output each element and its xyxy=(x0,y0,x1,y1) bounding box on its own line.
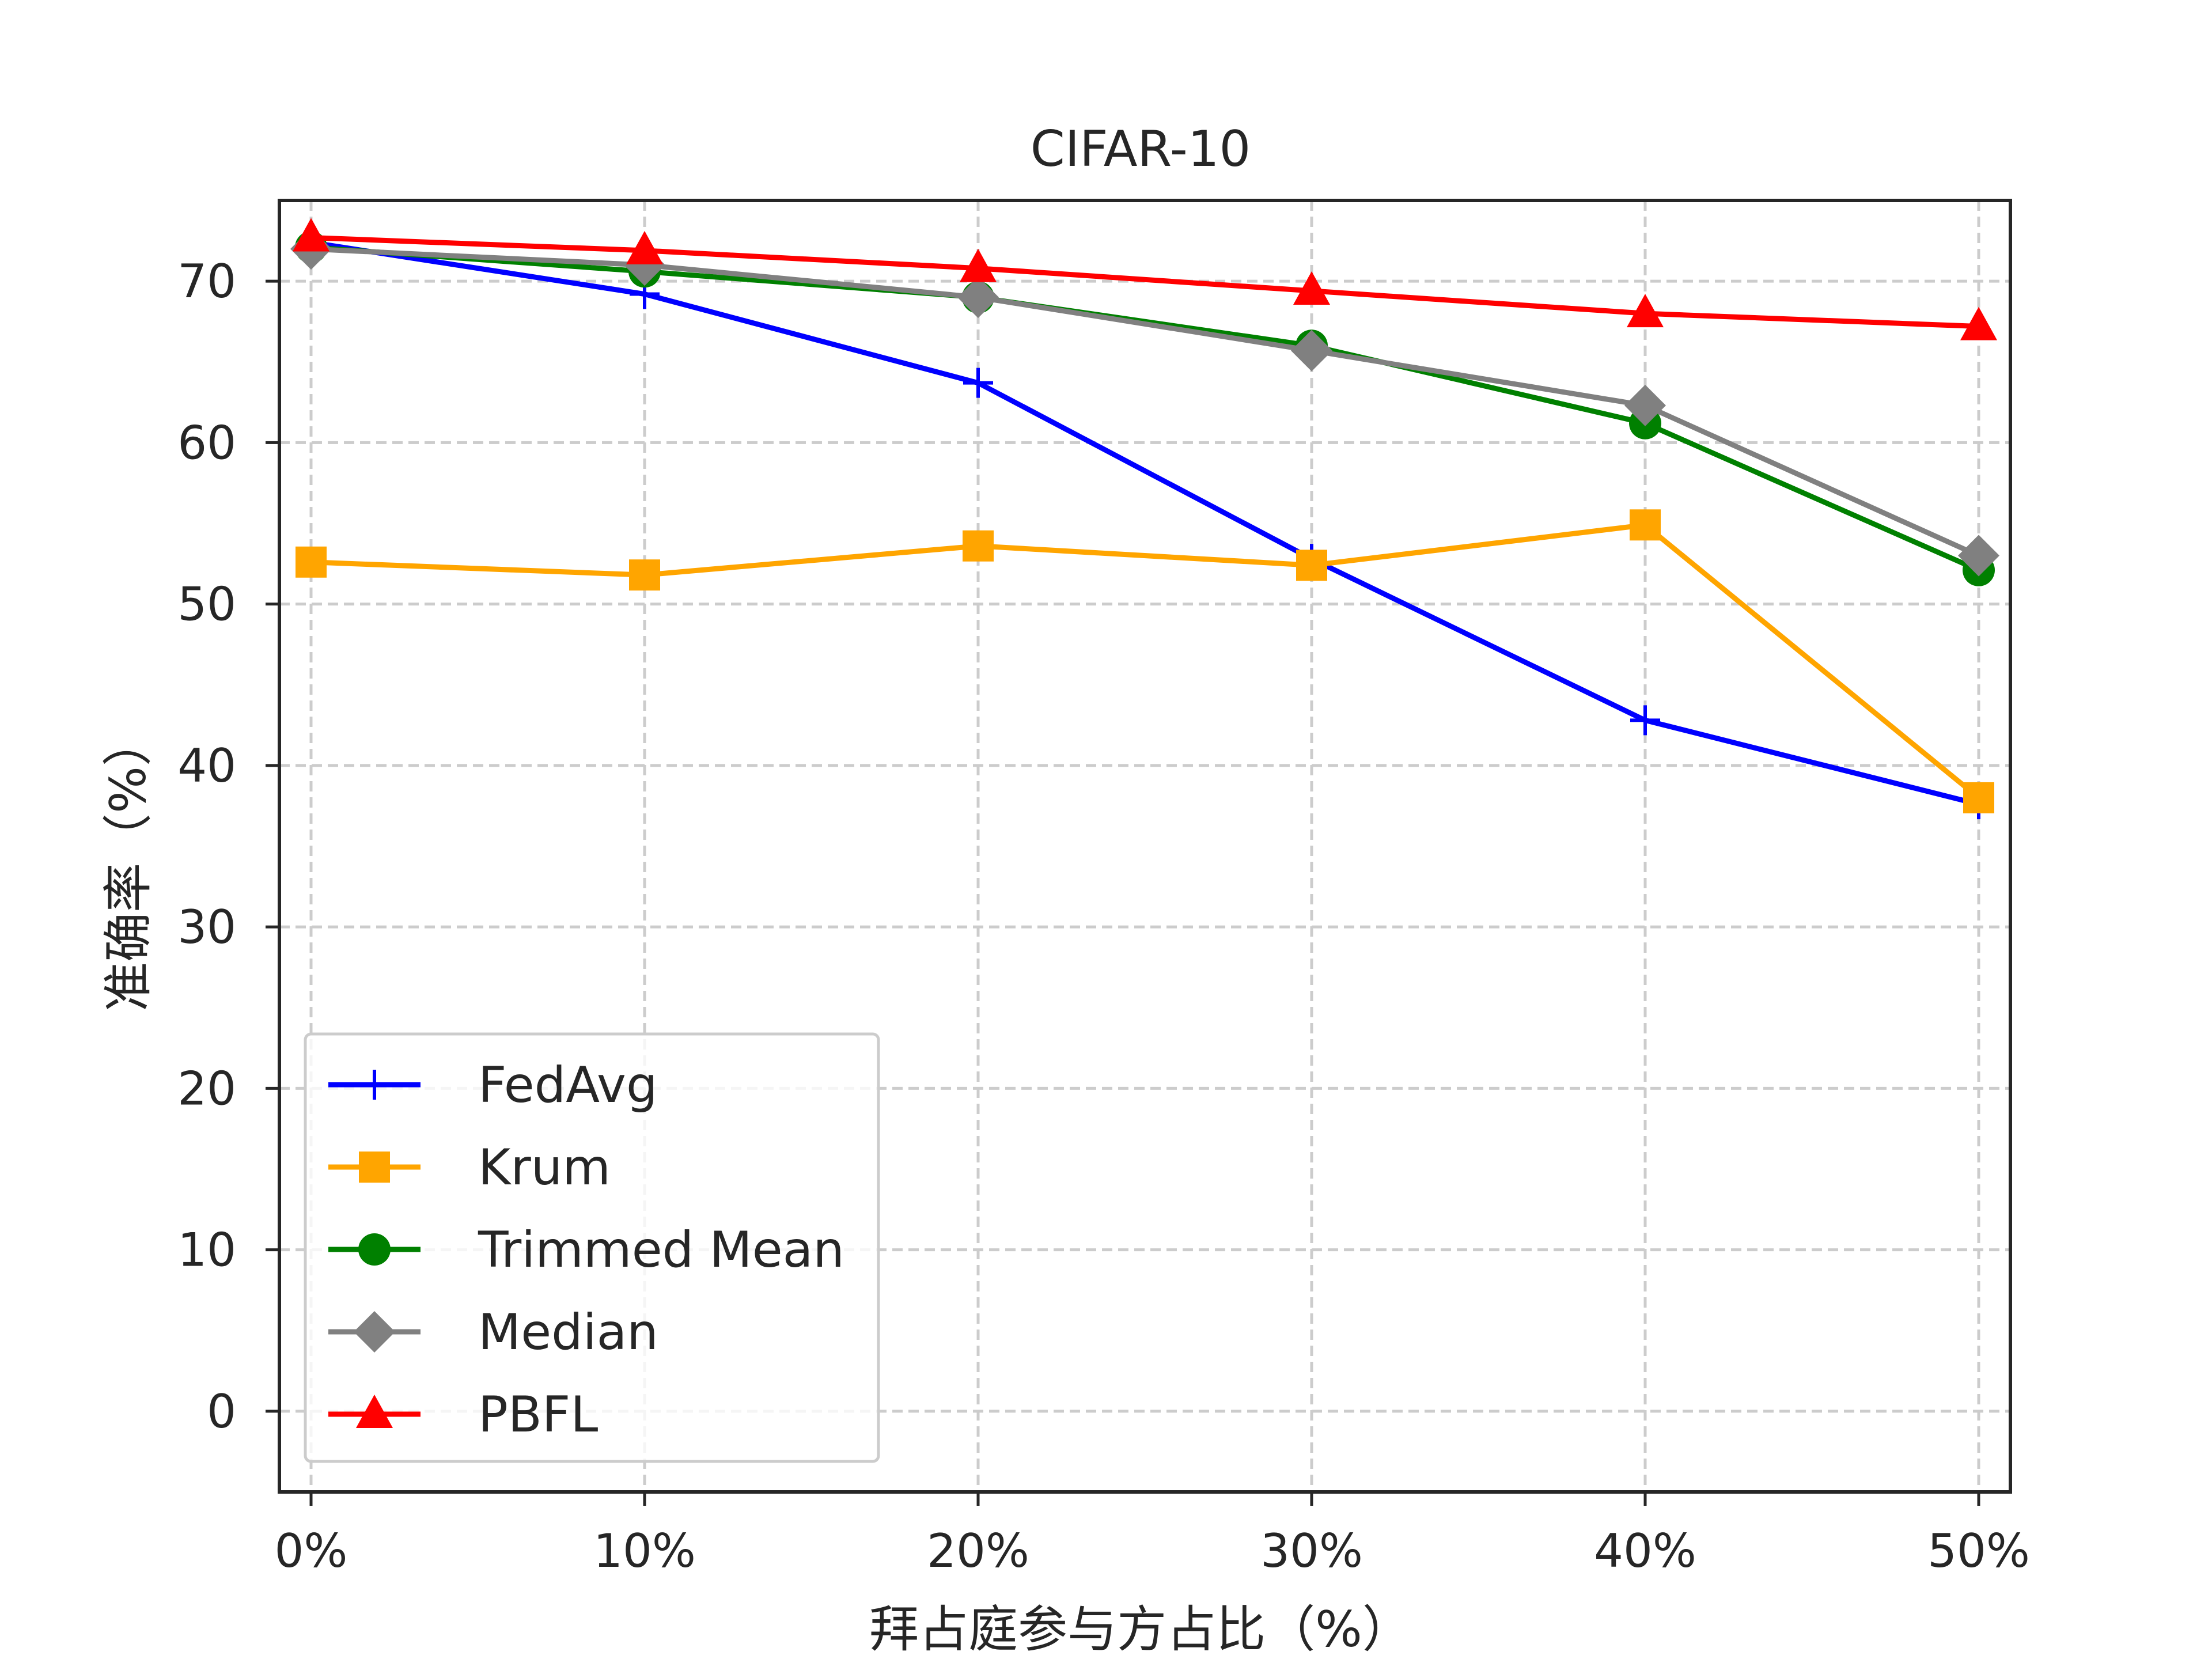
data-point xyxy=(957,276,999,319)
legend-label: Median xyxy=(478,1304,658,1361)
series-line xyxy=(310,522,1980,800)
plot-frame xyxy=(278,199,2012,1494)
data-point xyxy=(1963,782,1994,813)
data-point xyxy=(1960,306,1997,340)
data-point xyxy=(1958,535,1999,577)
series-line xyxy=(310,234,1979,329)
legend-label: Trimmed Mean xyxy=(478,1221,844,1279)
series-krum xyxy=(296,509,1994,813)
data-point xyxy=(1627,294,1664,328)
x-tick-label: 20% xyxy=(927,1524,1029,1578)
data-point xyxy=(960,248,997,282)
y-tick-label: 0 xyxy=(207,1385,236,1438)
series-line xyxy=(310,240,1980,807)
legend-item: Median xyxy=(328,1304,658,1361)
legend-marker xyxy=(358,1233,391,1266)
legend-label: FedAvg xyxy=(478,1056,658,1114)
data-point xyxy=(1291,329,1332,372)
y-tick-label: 70 xyxy=(177,255,236,308)
chart-title: CIFAR-10 xyxy=(1031,120,1251,178)
legend-box xyxy=(304,1032,880,1463)
legend-marker xyxy=(354,1311,395,1353)
y-tick-label: 40 xyxy=(177,739,236,793)
series-group xyxy=(290,218,1999,820)
data-point xyxy=(1630,509,1661,541)
data-point xyxy=(1296,550,1327,581)
x-tick-label: 30% xyxy=(1260,1524,1363,1578)
x-axis-label: 拜占庭参与方占比（%） xyxy=(869,1601,1412,1658)
legend: FedAvg Krum Trimmed Mean Median PBFL xyxy=(304,1032,880,1463)
data-point xyxy=(1630,705,1660,736)
legend-item: PBFL xyxy=(328,1386,598,1444)
legend-label: Krum xyxy=(478,1139,611,1196)
data-point xyxy=(963,368,993,398)
data-point xyxy=(629,559,660,591)
y-tick-label: 50 xyxy=(177,578,236,631)
legend-label: PBFL xyxy=(478,1386,598,1444)
legend-marker xyxy=(359,1152,390,1183)
legend-item: FedAvg xyxy=(328,1056,658,1114)
series-pbfl xyxy=(293,218,1997,340)
legend-item: Trimmed Mean xyxy=(328,1221,844,1279)
legend-item: Krum xyxy=(328,1139,611,1196)
axes: 0% 10% 20% 30% 40% 50% 0 10 20 30 40 50 60 70 xyxy=(177,255,2030,1578)
data-point xyxy=(296,546,327,578)
x-tick-label: 0% xyxy=(275,1524,348,1578)
x-tick-label: 10% xyxy=(593,1524,696,1578)
data-point xyxy=(963,530,994,562)
y-tick-label: 60 xyxy=(177,416,236,469)
data-point xyxy=(1624,384,1666,426)
legend-marker xyxy=(359,1070,389,1100)
y-tick-label: 30 xyxy=(177,900,236,954)
series-line xyxy=(310,246,1980,558)
y-axis-label: 准确率（%） xyxy=(100,717,157,1012)
data-point xyxy=(1293,271,1330,305)
data-point xyxy=(626,230,663,264)
legend-marker xyxy=(356,1395,393,1428)
y-tick-label: 10 xyxy=(177,1224,236,1277)
x-tick-label: 40% xyxy=(1594,1524,1696,1578)
y-tick-label: 20 xyxy=(177,1062,236,1115)
data-point xyxy=(293,218,329,252)
x-tick-label: 50% xyxy=(1927,1524,2030,1578)
